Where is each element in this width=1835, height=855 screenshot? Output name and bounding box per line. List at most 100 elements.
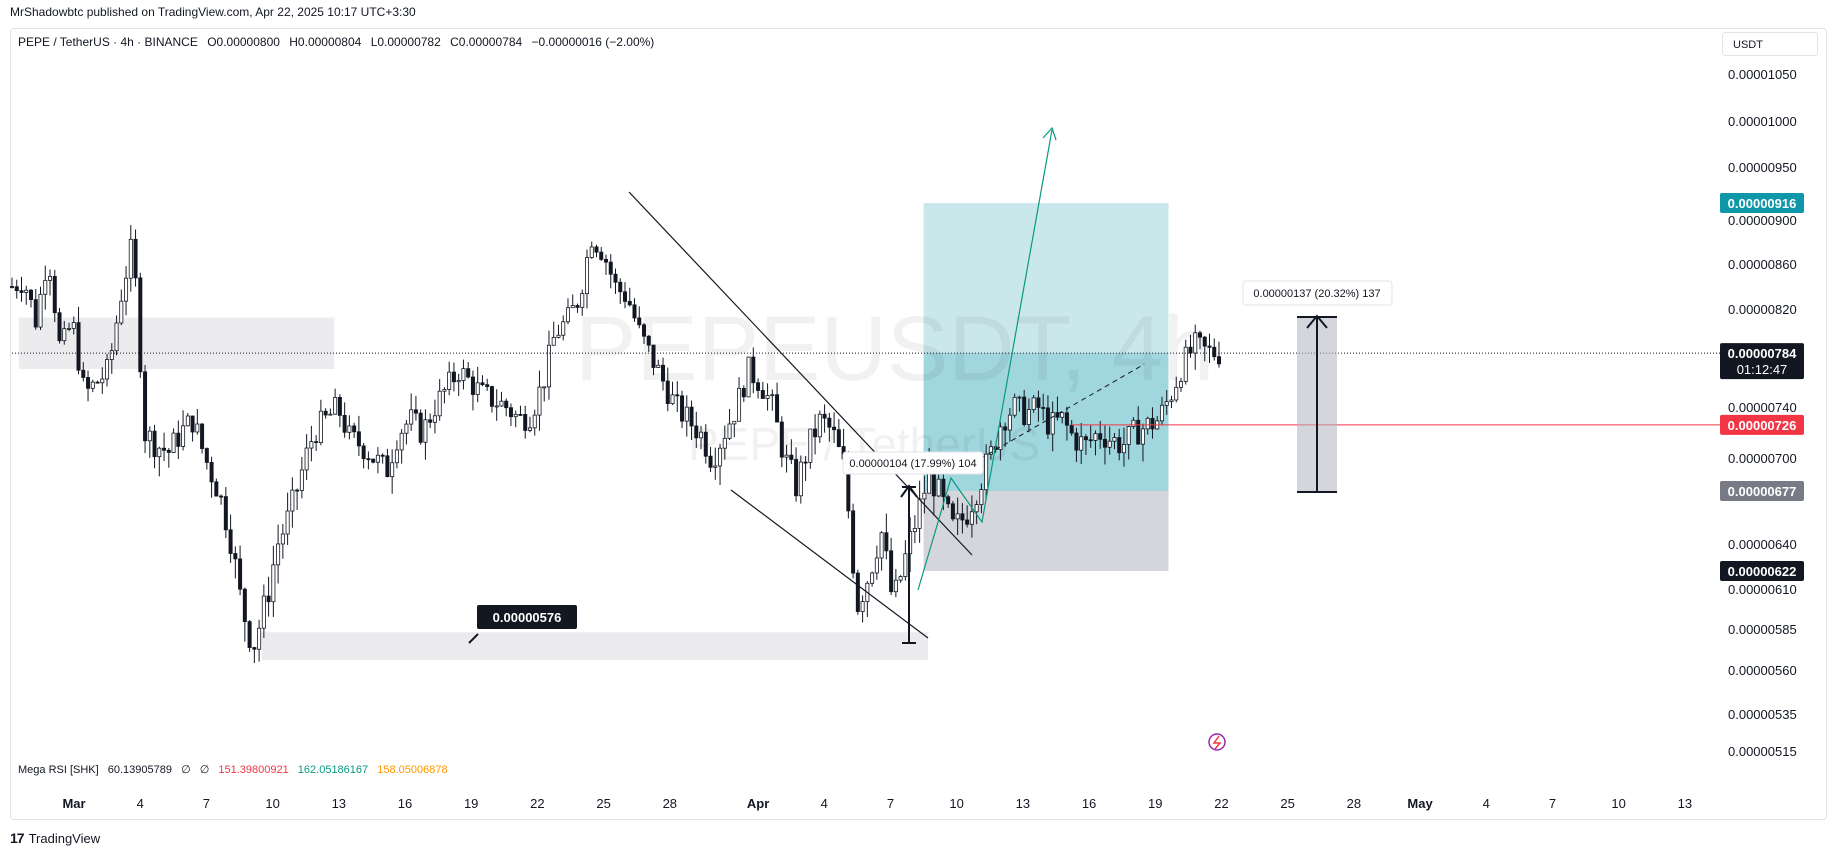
candle-body bbox=[295, 489, 300, 492]
price-label-target-text: 0.00000916 bbox=[1728, 196, 1797, 211]
candle-body bbox=[119, 300, 124, 324]
candle-body bbox=[437, 390, 442, 417]
lightning-icon bbox=[1208, 733, 1226, 751]
candle-body bbox=[775, 394, 780, 423]
candle-body bbox=[33, 299, 38, 328]
candle-body bbox=[1041, 407, 1046, 409]
candle-body bbox=[656, 364, 661, 368]
legend-symbol[interactable]: PEPE / TetherUS · 4h · BINANCE bbox=[18, 35, 198, 49]
candle-body bbox=[965, 519, 970, 525]
candle-body bbox=[1079, 436, 1084, 451]
x-tick-label: Apr bbox=[747, 796, 769, 811]
measure-arrow-2-head bbox=[1306, 314, 1328, 329]
candle-body bbox=[546, 344, 551, 388]
candle-body bbox=[884, 532, 889, 552]
candle-body bbox=[518, 413, 523, 416]
measure-2-box bbox=[1242, 280, 1393, 306]
projection-path bbox=[917, 129, 1053, 591]
candle-body bbox=[9, 286, 14, 288]
candle-body bbox=[798, 461, 803, 497]
candle-body bbox=[998, 426, 1003, 450]
candle-body bbox=[756, 382, 761, 391]
candle-body bbox=[494, 405, 499, 408]
candle-body bbox=[889, 550, 894, 593]
candle-body bbox=[48, 276, 53, 281]
price-label-stop bbox=[1720, 414, 1804, 435]
legend-close: C0.00000784 bbox=[450, 35, 523, 49]
candle-body bbox=[499, 400, 504, 407]
projection-arrowhead bbox=[1042, 126, 1057, 141]
currency-unit-button[interactable]: USDT bbox=[1722, 32, 1818, 56]
candle-body bbox=[665, 380, 670, 405]
candle-body bbox=[584, 257, 589, 295]
candle-body bbox=[1026, 409, 1031, 425]
candle-body bbox=[247, 621, 252, 648]
candle-body bbox=[1102, 438, 1107, 448]
candle-body bbox=[162, 447, 167, 451]
candle-body bbox=[1107, 440, 1112, 448]
candle-body bbox=[642, 324, 647, 337]
y-tick-label: 0.00000610 bbox=[1728, 582, 1797, 597]
y-tick-label: 0.00000740 bbox=[1728, 400, 1797, 415]
x-tick-label: 28 bbox=[1347, 796, 1361, 811]
candle-body bbox=[737, 387, 742, 422]
candle-body bbox=[257, 627, 262, 650]
candle-body bbox=[342, 414, 347, 433]
candle-body bbox=[613, 273, 618, 283]
candle-body bbox=[404, 423, 409, 434]
candle-body bbox=[675, 394, 680, 397]
candle-body bbox=[950, 503, 955, 520]
candle-body bbox=[323, 410, 328, 416]
candle-body bbox=[860, 601, 865, 612]
candle-body bbox=[580, 293, 585, 308]
x-tick-label: Mar bbox=[62, 796, 85, 811]
lightning-bolt-icon bbox=[1212, 735, 1222, 750]
candle-body bbox=[779, 421, 784, 458]
candle-body bbox=[946, 496, 951, 505]
price-label-low bbox=[1720, 561, 1804, 581]
tradingview-brand[interactable]: 17 TradingView bbox=[10, 830, 100, 846]
measure-1-box bbox=[842, 451, 984, 475]
x-tick-label: 16 bbox=[1082, 796, 1096, 811]
legend-open: O0.00000800 bbox=[207, 35, 280, 49]
candle-body bbox=[209, 462, 214, 483]
candle-body bbox=[618, 281, 623, 293]
zone-support bbox=[261, 632, 928, 661]
candle-body bbox=[109, 350, 114, 360]
candle-body bbox=[979, 489, 984, 505]
candle-body bbox=[969, 511, 974, 525]
candle-body bbox=[19, 290, 24, 293]
candle-body bbox=[195, 423, 200, 433]
y-tick-label: 0.00000640 bbox=[1728, 537, 1797, 552]
candle-body bbox=[893, 579, 898, 593]
y-tick-label: 0.00000535 bbox=[1728, 707, 1797, 722]
rsi-legend[interactable]: Mega RSI [SHK] 60.13905789 ∅ ∅ 151.39800… bbox=[18, 763, 454, 776]
candle-body bbox=[29, 289, 34, 301]
candle-body bbox=[461, 368, 466, 381]
y-tick-label: 0.00000860 bbox=[1728, 257, 1797, 272]
candle-body bbox=[760, 390, 765, 399]
candle-body bbox=[703, 431, 708, 457]
legend-high: H0.00000804 bbox=[289, 35, 362, 49]
candle-body bbox=[561, 321, 566, 336]
candle-body bbox=[52, 276, 57, 314]
price-label-last-text: 0.00000784 bbox=[1728, 346, 1797, 361]
candle-body bbox=[428, 419, 433, 423]
support-callout-pointer bbox=[468, 633, 479, 644]
candle-body bbox=[746, 356, 751, 398]
candle-body bbox=[1164, 401, 1169, 406]
candle-body bbox=[67, 328, 72, 330]
candle-body bbox=[352, 425, 357, 433]
candle-body bbox=[789, 454, 794, 460]
y-tick-label: 0.00000560 bbox=[1728, 663, 1797, 678]
candle-body bbox=[684, 406, 689, 422]
candle-body bbox=[181, 425, 186, 447]
candle-body bbox=[280, 533, 285, 545]
candle-body bbox=[318, 410, 323, 443]
candle-body bbox=[1174, 386, 1179, 401]
candle-body bbox=[722, 437, 727, 449]
candle-body bbox=[898, 576, 903, 581]
candle-body bbox=[594, 246, 599, 253]
candle-body bbox=[1131, 419, 1136, 427]
